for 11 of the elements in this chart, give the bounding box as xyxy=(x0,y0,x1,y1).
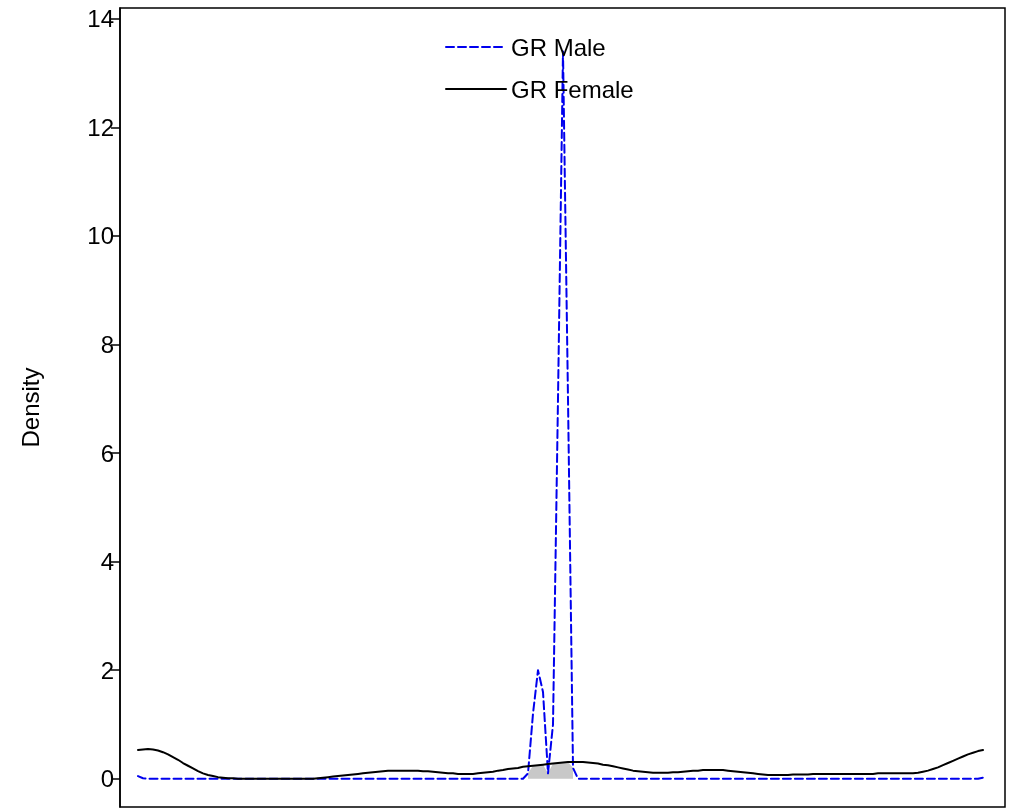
y-axis-title: Density xyxy=(16,367,44,448)
y-tick-label: 4 xyxy=(100,548,114,576)
y-tick-label: 8 xyxy=(100,331,114,359)
y-tick-label: 2 xyxy=(100,656,114,684)
y-tick-label: 6 xyxy=(100,439,114,467)
y-tick-label: 12 xyxy=(87,113,114,141)
legend-label: GR Male xyxy=(511,33,606,61)
y-tick-label: 10 xyxy=(87,222,114,250)
y-tick-label: 0 xyxy=(100,765,114,793)
y-tick-label: 14 xyxy=(87,5,114,33)
line-series xyxy=(137,747,984,780)
